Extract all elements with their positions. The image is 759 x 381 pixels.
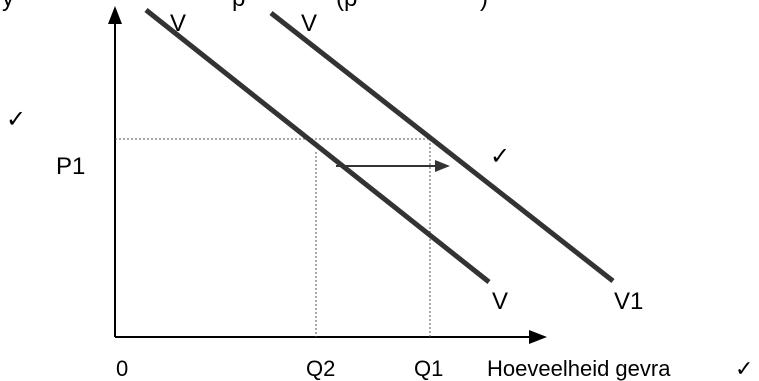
curve-v-top-label: V: [170, 10, 186, 37]
x-axis-tick-q1: Q1: [414, 356, 443, 381]
y-axis-label-p1: P1: [56, 153, 85, 180]
x-axis-title: Hoeveelheid gevra: [487, 356, 671, 381]
demand-curve-v: [144, 8, 491, 284]
check-mark-right: ✓: [490, 143, 510, 170]
curve-v-label: V: [492, 288, 508, 315]
shift-arrow-head: [435, 160, 450, 172]
check-mark-left: ✓: [6, 106, 26, 133]
curve-v1-top-label: V: [301, 10, 317, 37]
x-axis-tick-q2: Q2: [306, 356, 335, 381]
x-axis-arrowhead: [529, 330, 547, 344]
top-fragment-4: ): [480, 0, 488, 12]
y-axis-arrowhead: [108, 6, 122, 24]
check-mark-axis-title: ✓: [735, 356, 753, 381]
curve-v1-label: V1: [614, 288, 643, 315]
x-axis-origin-label: 0: [116, 356, 128, 381]
top-fragment-1: y: [2, 0, 14, 12]
top-fragment-2: p: [232, 0, 245, 12]
demand-curve-v1: [269, 11, 615, 283]
top-fragment-3: (p: [336, 0, 357, 12]
